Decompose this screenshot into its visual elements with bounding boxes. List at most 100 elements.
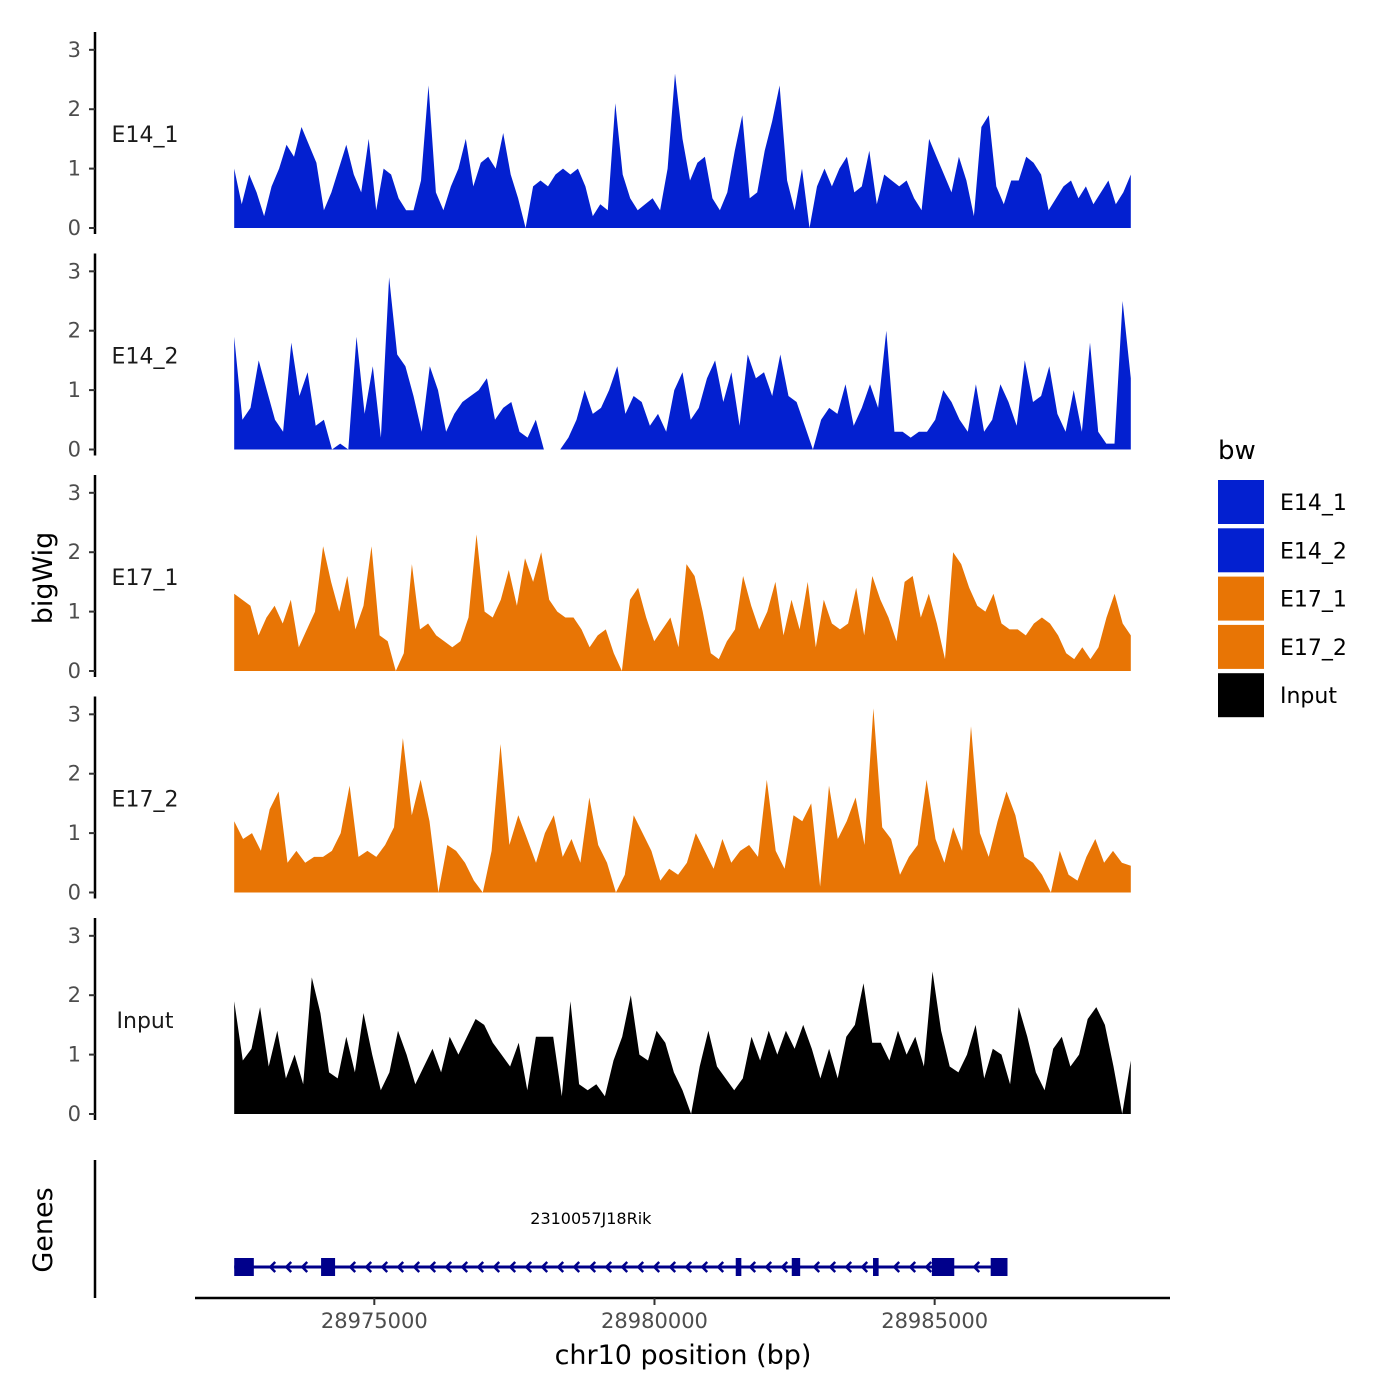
x-axis: 28975000 28980000 28985000 [195,1296,1170,1333]
y-tick-label: 1 [68,378,81,402]
strand-arrow [524,1261,533,1273]
strand-arrow [428,1261,437,1273]
y-tick-label: 3 [68,481,81,505]
strand-arrow [380,1261,389,1273]
exon-box [735,1258,742,1276]
exon-box [791,1258,801,1276]
series-area [234,73,1131,228]
legend-swatch [1218,576,1264,621]
exon-box [234,1258,254,1276]
track-e17-1: 0 1 2 3 E17_1 [68,475,1131,683]
track-label: E17_2 [112,788,179,813]
strand-arrow [892,1261,901,1273]
strand-arrow [620,1261,629,1273]
y-tick-label: 1 [68,600,81,624]
strand-arrow [748,1261,757,1273]
strand-arrow [284,1261,293,1273]
strand-arrow [540,1261,549,1273]
strand-arrow [588,1261,597,1273]
strand-arrow [652,1261,661,1273]
strand-arrow [828,1261,837,1273]
strand-arrow [812,1261,821,1273]
y-tick-label: 0 [68,659,81,683]
x-axis-title: chr10 position (bp) [555,1340,812,1371]
legend-title: bw [1218,436,1256,466]
track-label: E17_1 [112,566,179,591]
strand-arrow [764,1261,773,1273]
y-tick-label: 1 [68,157,81,181]
strand-arrow [780,1261,789,1273]
y-tick-label: 1 [68,821,81,845]
gene-label: 2310057J18Rik [530,1209,652,1228]
legend-swatch [1218,528,1264,573]
exon-box [873,1258,879,1276]
genes-axis-title: Genes [28,1187,59,1272]
series-area [234,534,1131,671]
y-tick-label: 2 [68,762,81,786]
strand-arrow [556,1261,565,1273]
strand-arrow [396,1261,405,1273]
series-area [234,708,1131,893]
strand-arrow [860,1261,869,1273]
track-label: Input [117,1009,174,1034]
y-tick-label: 0 [68,216,81,240]
track-label: E14_1 [112,123,179,148]
strand-arrow [492,1261,501,1273]
legend-label: E14_2 [1280,539,1347,564]
strand-arrow [908,1261,917,1273]
strand-arrow [668,1261,677,1273]
strand-arrow [700,1261,709,1273]
y-tick-label: 1 [68,1043,81,1067]
y-tick-label: 2 [68,983,81,1007]
strand-arrow [460,1261,469,1273]
y-tick-label: 0 [68,881,81,905]
legend-label: Input [1280,684,1337,709]
track-label: E14_2 [112,345,179,370]
track-e14-1: 0 1 2 3 E14_1 [68,32,1131,240]
genes-track: 2310057J18Rik [93,1160,1008,1298]
strand-arrow [364,1261,373,1273]
track-panels: 0 1 2 3 E14_1 0 1 2 3 E14_2 0 1 2 3 E17_1 0 1 2 3 E17_2 0 1 2 3… [68,32,1131,1126]
strand-arrow [604,1261,613,1273]
legend-label: E17_1 [1280,588,1347,613]
exon-box [321,1258,336,1276]
strand-arrow [716,1261,725,1273]
strand-arrow [684,1261,693,1273]
y-tick-label: 3 [68,924,81,948]
strand-arrow [444,1261,453,1273]
strand-arrow [844,1261,853,1273]
strand-arrow [924,1261,933,1273]
strand-arrow [636,1261,645,1273]
y-tick-label: 0 [68,1102,81,1126]
track-e17-2: 0 1 2 3 E17_2 [68,696,1131,905]
exon-box [931,1258,955,1276]
legend-swatch [1218,624,1264,669]
strand-arrow [572,1261,581,1273]
strand-arrow [300,1261,309,1273]
legend-swatch [1218,480,1264,524]
series-area [234,277,1131,450]
y-tick-label: 2 [68,97,81,121]
y-tick-label: 0 [68,438,81,462]
strand-arrow [972,1261,981,1273]
legend: bw E14_1 E14_2 E17_1 E17_2 Input [1218,436,1347,718]
track-e14-2: 0 1 2 3 E14_2 [68,253,1131,462]
strand-arrow [348,1261,357,1273]
exon-box [990,1258,1008,1276]
y-tick-label: 2 [68,540,81,564]
strand-arrow [508,1261,517,1273]
x-tick-label: 28985000 [881,1309,988,1333]
y-tick-label: 3 [68,702,81,726]
strand-arrow [476,1261,485,1273]
series-area [234,971,1131,1114]
strand-arrow [268,1261,277,1273]
strand-arrow [412,1261,421,1273]
x-tick-label: 28975000 [321,1309,428,1333]
y-tick-label: 3 [68,38,81,62]
legend-swatch [1218,673,1264,718]
y-tick-label: 2 [68,319,81,343]
track-input: 0 1 2 3 Input [68,918,1131,1126]
legend-label: E14_1 [1280,491,1347,516]
legend-label: E17_2 [1280,636,1347,661]
